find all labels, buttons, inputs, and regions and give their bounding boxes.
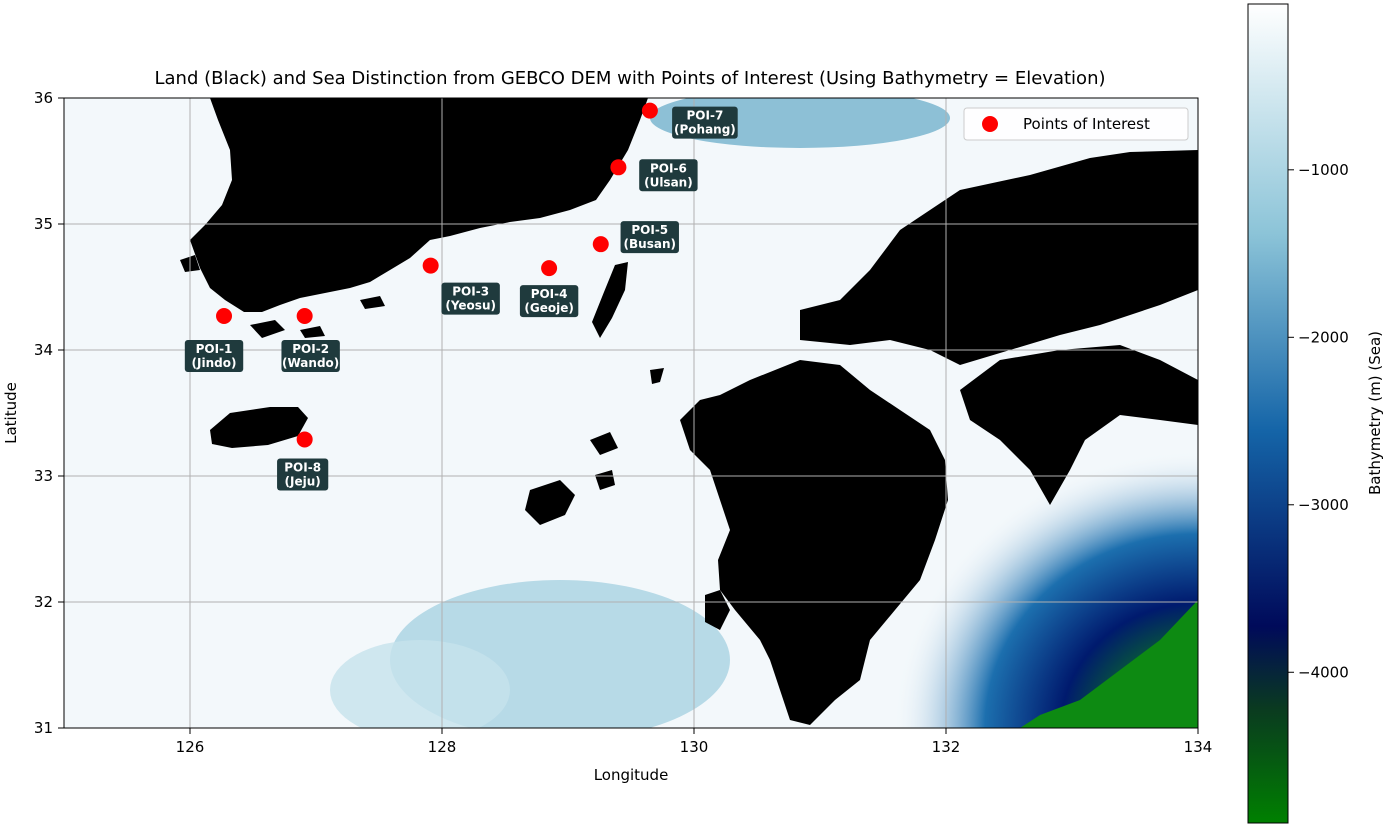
poi-label-6: POI-6(Ulsan)	[639, 159, 698, 192]
poi-label-place: (Busan)	[624, 237, 676, 251]
poi-label-box	[184, 339, 244, 372]
x-tick-label-134: 134	[1184, 738, 1213, 756]
legend-marker	[982, 116, 998, 132]
poi-label-box	[277, 458, 329, 491]
poi-marker-1	[216, 307, 233, 324]
poi-label-place: (Jindo)	[192, 356, 237, 370]
map-area: POI-1(Jindo)POI-2(Wando)POI-3(Yeosu)POI-…	[64, 98, 1198, 728]
x-tick-label-132: 132	[932, 738, 961, 756]
colorbar-gradient	[1247, 3, 1289, 824]
poi-label-id: POI-5	[631, 223, 668, 237]
poi-label-id: POI-2	[292, 342, 329, 356]
y-tick-label-34: 34	[34, 341, 53, 359]
poi-label-id: POI-4	[531, 287, 568, 301]
poi-marker-2	[296, 307, 313, 324]
legend: Points of Interest	[963, 107, 1189, 141]
x-axis: 126 128 130 132 134 Longitude	[176, 728, 1213, 784]
y-axis: 31 32 33 34 35 36 Latitude	[2, 89, 64, 737]
colorbar-tick-label: −4000	[1298, 663, 1349, 681]
poi-marker-7	[641, 102, 658, 119]
poi-label-3: POI-3(Yeosu)	[441, 282, 500, 315]
land-japan-kyushu	[680, 360, 948, 725]
poi-label-box	[281, 339, 340, 372]
land-goto-islands	[525, 432, 618, 525]
y-tick-label-31: 31	[34, 719, 53, 737]
poi-label-id: POI-3	[452, 285, 489, 299]
poi-label-place: (Geoje)	[524, 301, 573, 315]
y-tick-label-32: 32	[34, 593, 53, 611]
y-tick-label-33: 33	[34, 467, 53, 485]
land-geoje	[592, 262, 628, 338]
y-tick-label-36: 36	[34, 89, 53, 107]
legend-label: Points of Interest	[1023, 115, 1150, 133]
poi-marker-3	[422, 257, 439, 274]
x-tick-label-130: 130	[680, 738, 709, 756]
poi-label-place: (Jeju)	[285, 474, 321, 488]
x-axis-label: Longitude	[594, 766, 669, 784]
poi-label-5: POI-5(Busan)	[620, 221, 679, 254]
plot-frame	[63, 97, 1199, 729]
poi-label-box	[672, 106, 738, 139]
colorbar-tick-label: −1000	[1298, 161, 1349, 179]
poi-marker-4	[541, 260, 558, 277]
colorbar-tick-label: −3000	[1298, 496, 1349, 514]
land-korea	[190, 98, 648, 312]
poi-label-id: POI-7	[687, 109, 724, 123]
legend-box	[963, 107, 1189, 141]
poi-label-place: (Ulsan)	[644, 175, 693, 189]
y-axis-label: Latitude	[2, 382, 20, 444]
poi-layer: POI-1(Jindo)POI-2(Wando)POI-3(Yeosu)POI-…	[184, 102, 738, 491]
colorbar-ticks: −1000 −2000 −3000 −4000	[1288, 161, 1349, 681]
sea-shading-southwest	[330, 640, 510, 728]
poi-label-2: POI-2(Wando)	[281, 339, 340, 372]
land-jeju	[210, 407, 308, 448]
x-tick-label-126: 126	[176, 738, 205, 756]
poi-label-id: POI-1	[196, 342, 233, 356]
poi-label-box	[519, 285, 579, 318]
land-japan-shikoku	[960, 345, 1198, 505]
poi-label-place: (Pohang)	[674, 123, 736, 137]
colorbar-tick-label: −2000	[1298, 328, 1349, 346]
poi-marker-8	[296, 431, 313, 448]
poi-label-box	[441, 282, 500, 315]
poi-label-place: (Wando)	[282, 356, 339, 370]
poi-label-box	[620, 221, 679, 254]
land-japan-honshu	[800, 150, 1198, 365]
land-amakusa	[705, 590, 730, 630]
poi-label-place: (Yeosu)	[445, 299, 496, 313]
poi-label-box	[639, 159, 698, 192]
land-tsushima-iki	[650, 368, 664, 384]
colorbar-label: Bathymetry (m) (Sea)	[1366, 331, 1384, 495]
sea-deepest	[1020, 600, 1198, 728]
poi-label-4: POI-4(Geoje)	[519, 285, 579, 318]
poi-marker-5	[592, 236, 609, 253]
x-tick-label-128: 128	[428, 738, 457, 756]
poi-label-8: POI-8(Jeju)	[277, 458, 329, 491]
grid	[64, 98, 1198, 728]
poi-label-id: POI-8	[284, 460, 321, 474]
chart-title: Land (Black) and Sea Distinction from GE…	[155, 68, 1106, 89]
colorbar: −1000 −2000 −3000 −4000 Bathymetry (m) (Sea…	[1247, 3, 1384, 824]
poi-label-1: POI-1(Jindo)	[184, 339, 244, 372]
y-tick-label-35: 35	[34, 215, 53, 233]
poi-label-id: POI-6	[650, 161, 687, 175]
poi-label-7: POI-7(Pohang)	[672, 106, 738, 139]
poi-marker-6	[610, 159, 627, 176]
